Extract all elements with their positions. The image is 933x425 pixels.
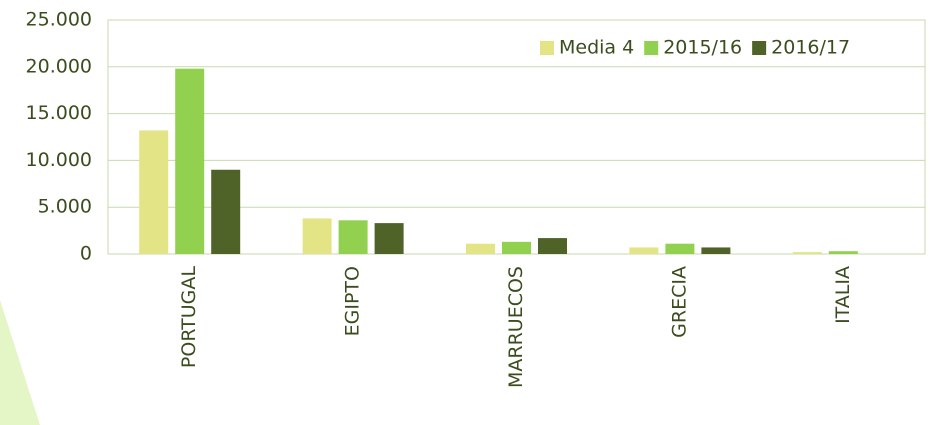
bar bbox=[792, 252, 822, 254]
bar bbox=[374, 223, 404, 254]
y-tick-label: 20.000 bbox=[26, 55, 92, 77]
bar bbox=[466, 243, 495, 254]
x-tick-label: ITALIA bbox=[832, 266, 854, 324]
legend-swatch bbox=[540, 41, 554, 55]
bar bbox=[175, 68, 205, 254]
bar bbox=[139, 130, 169, 254]
y-tick-label: 5.000 bbox=[38, 196, 92, 218]
y-tick-label: 10.000 bbox=[26, 149, 92, 171]
legend-label: 2015/16 bbox=[663, 37, 742, 59]
bar bbox=[665, 243, 695, 254]
y-tick-label: 0 bbox=[80, 243, 92, 265]
x-tick-label: PORTUGAL bbox=[178, 266, 200, 368]
x-tick-label: GRECIA bbox=[668, 266, 690, 338]
bar bbox=[338, 220, 368, 254]
y-tick-label: 15.000 bbox=[26, 102, 92, 124]
legend-swatch bbox=[644, 41, 659, 55]
bar bbox=[211, 169, 241, 254]
y-tick-label: 25.000 bbox=[26, 9, 92, 31]
legend-swatch bbox=[752, 41, 767, 55]
bar bbox=[701, 247, 731, 254]
legend-label: 2016/17 bbox=[771, 37, 850, 59]
bar bbox=[629, 247, 659, 254]
bar bbox=[502, 241, 531, 254]
legend-label: Media 4 bbox=[559, 37, 634, 59]
bar bbox=[828, 251, 858, 254]
x-tick-label: MARRUECOS bbox=[505, 266, 527, 388]
x-tick-label: EGIPTO bbox=[342, 266, 364, 336]
bar bbox=[302, 218, 332, 254]
decoration bbox=[0, 300, 40, 425]
bar bbox=[538, 238, 567, 254]
